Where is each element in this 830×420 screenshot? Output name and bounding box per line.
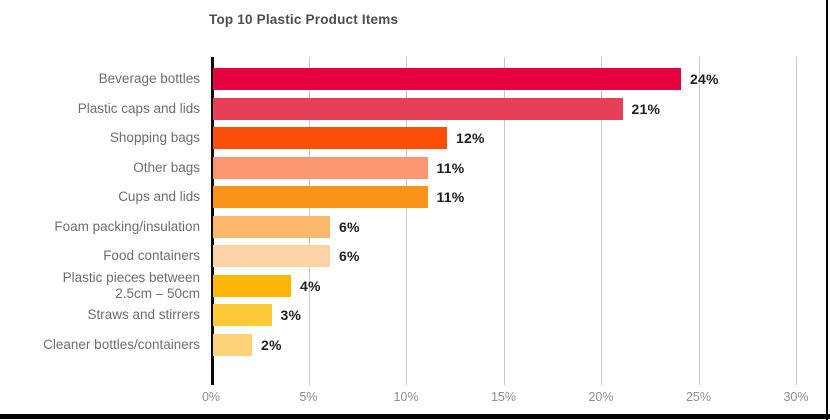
category-label: Cleaner bottles/containers — [43, 336, 200, 352]
x-tick-label: 10% — [393, 390, 419, 404]
bar — [213, 215, 330, 238]
chart-title: Top 10 Plastic Product Items — [209, 12, 399, 27]
category-label: Shopping bags — [109, 130, 200, 146]
value-label: 2% — [261, 336, 282, 353]
value-label: 6% — [339, 248, 360, 264]
value-label: 11% — [436, 189, 465, 205]
value-label: 12% — [456, 130, 485, 146]
bar — [213, 304, 272, 326]
category-label: Food containers — [103, 248, 200, 264]
gridline-20% — [601, 57, 602, 385]
category-label: Cups and lids — [118, 189, 200, 205]
category-label: Beverage bottles — [98, 71, 200, 87]
value-label: 6% — [339, 218, 360, 235]
value-label: 24% — [690, 71, 719, 87]
category-label: Plastic pieces between 2.5cm – 50cm — [62, 269, 200, 301]
category-label: Straws and stirrers — [87, 307, 200, 323]
bar — [213, 127, 447, 149]
gridline-15% — [503, 57, 505, 385]
bar — [213, 97, 623, 120]
x-tick-label: 5% — [299, 390, 318, 404]
x-tick-label: 0% — [201, 390, 221, 404]
category-label: Other bags — [133, 159, 200, 175]
bar — [213, 156, 428, 179]
value-label: 21% — [631, 100, 661, 117]
x-tick-label: 30% — [783, 390, 809, 404]
value-label: 3% — [280, 307, 302, 323]
screenshot-border-bottom — [0, 414, 830, 419]
x-tick-label: 15% — [490, 390, 517, 404]
gridline-30% — [796, 57, 797, 385]
category-label: Plastic caps and lids — [77, 100, 200, 116]
bar — [213, 68, 681, 90]
x-tick-label: 20% — [588, 390, 614, 404]
bar — [213, 274, 291, 297]
category-label: Foam packing/insulation — [54, 218, 200, 234]
value-label: 11% — [436, 159, 465, 176]
y-axis-line — [211, 57, 214, 385]
gridline-10% — [406, 57, 407, 385]
bar — [213, 245, 330, 267]
bar — [213, 186, 428, 208]
screenshot-border-right — [826, 0, 828, 420]
bar — [213, 333, 252, 356]
x-tick-label: 25% — [685, 390, 712, 404]
gridline-25% — [698, 57, 700, 385]
value-label: 4% — [300, 277, 321, 294]
